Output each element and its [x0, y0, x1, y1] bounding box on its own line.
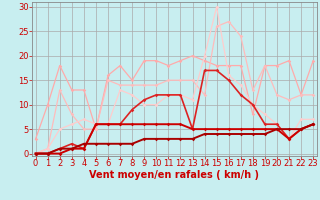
- X-axis label: Vent moyen/en rafales ( km/h ): Vent moyen/en rafales ( km/h ): [89, 170, 260, 180]
